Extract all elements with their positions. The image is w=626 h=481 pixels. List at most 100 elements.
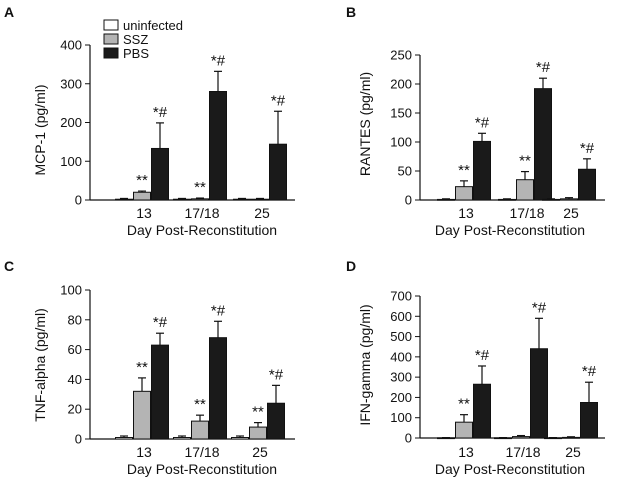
significance-mark: **: [136, 359, 148, 376]
legend-swatch-pbs: [103, 47, 119, 59]
panel-letter-c: C: [4, 258, 14, 274]
significance-mark: *#: [475, 347, 490, 364]
bar-pbs-2: [209, 91, 227, 201]
bar-pbs-1: [473, 383, 491, 439]
bar-ssz-1: [455, 421, 473, 439]
bar-pbs-1: [151, 344, 169, 440]
bar-ssz-3: [251, 198, 269, 201]
y-tick-label: 200: [60, 115, 82, 130]
legend: uninfected SSZ PBS: [103, 18, 183, 61]
y-tick-label: 100: [60, 283, 82, 298]
bar-ssz-3: [249, 426, 267, 440]
legend-swatch-uninfected: [103, 19, 119, 31]
bar-ssz-3: [560, 198, 578, 201]
bar-uninfected-3: [542, 198, 560, 201]
y-tick-label: 400: [390, 349, 412, 364]
x-tick-label: 25: [254, 205, 270, 221]
panel-letter-b: B: [346, 4, 356, 20]
ylabel: MCP-1 (pg/ml): [32, 84, 48, 175]
ylabel: IFN-gamma (pg/ml): [357, 304, 373, 425]
x-tick-label: 25: [565, 444, 581, 460]
y-tick-label: 50: [398, 164, 412, 179]
significance-mark: **: [519, 153, 531, 170]
x-tick-label: 13: [458, 205, 474, 221]
bar-uninfected-3: [233, 198, 251, 201]
y-tick-label: 0: [75, 193, 82, 208]
significance-mark: **: [458, 396, 470, 413]
x-tick-label: 25: [252, 444, 268, 460]
significance-mark: *#: [269, 366, 284, 383]
y-tick-label: 0: [405, 193, 412, 208]
y-tick-label: 300: [60, 76, 82, 91]
significance-mark: **: [194, 179, 206, 196]
y-tick-label: 0: [75, 432, 82, 447]
y-tick-label: 100: [390, 135, 412, 150]
significance-mark: *#: [475, 114, 490, 131]
y-tick-label: 100: [60, 154, 82, 169]
bar-uninfected-1: [115, 437, 133, 440]
bar-pbs-3: [578, 168, 596, 201]
significance-mark: **: [458, 162, 470, 179]
bar-ssz-2: [191, 420, 209, 440]
significance-mark: **: [194, 396, 206, 413]
bar-ssz-2: [516, 179, 534, 201]
y-tick-label: 200: [390, 390, 412, 405]
ylabel: TNF-alpha (pg/ml): [32, 308, 48, 422]
y-tick-label: 250: [390, 48, 412, 63]
bar-pbs-3: [267, 402, 285, 440]
bar-pbs-2: [209, 337, 227, 440]
chart-panel-a: MCP-1 (pg/ml) Day Post-Reconstitution 0 1…: [32, 38, 295, 238]
bar-uninfected-2: [173, 437, 191, 440]
significance-mark: **: [136, 172, 148, 189]
bar-pbs-2: [534, 88, 552, 201]
y-tick-label: 300: [390, 370, 412, 385]
y-tick-label: 600: [390, 309, 412, 324]
y-tick-label: 60: [68, 342, 82, 357]
y-tick-label: 20: [68, 402, 82, 417]
y-tick-label: 200: [390, 77, 412, 92]
x-tick-label: 25: [563, 205, 579, 221]
bar-ssz-1: [455, 186, 473, 201]
bar-pbs-3: [269, 143, 287, 201]
panel-letter-d: D: [346, 258, 356, 274]
chart-panel-b: RANTES (pg/ml) Day Post-Reconstitution 0…: [357, 48, 605, 238]
bar-uninfected-1: [115, 198, 133, 201]
bar-uninfected-2: [173, 198, 191, 201]
x-tick-label: 13: [136, 444, 152, 460]
y-tick-label: 80: [68, 312, 82, 327]
significance-mark: *#: [153, 314, 168, 331]
significance-mark: *#: [582, 363, 597, 380]
y-tick-label: 700: [390, 289, 412, 304]
bar-ssz-3: [562, 436, 580, 439]
significance-mark: *#: [211, 302, 226, 319]
bar-pbs-1: [151, 147, 169, 201]
legend-label-pbs: PBS: [123, 46, 149, 61]
y-tick-label: 150: [390, 106, 412, 121]
bar-pbs-3: [580, 402, 598, 439]
ylabel: RANTES (pg/ml): [357, 72, 373, 176]
xlabel: Day Post-Reconstitution: [127, 461, 277, 477]
xlabel: Day Post-Reconstitution: [127, 222, 277, 238]
bar-ssz-2: [512, 436, 530, 439]
bar-uninfected-3: [231, 437, 249, 440]
x-tick-label: 13: [136, 205, 152, 221]
y-tick-label: 400: [60, 38, 82, 53]
x-tick-label: 17/18: [505, 444, 540, 460]
y-tick-label: 500: [390, 329, 412, 344]
y-tick-label: 100: [390, 410, 412, 425]
x-tick-label: 17/18: [184, 444, 219, 460]
x-tick-label: 13: [458, 444, 474, 460]
chart-panel-c: TNF-alpha (pg/ml) Day Post-Reconstitutio…: [32, 283, 295, 477]
x-tick-label: 17/18: [509, 205, 544, 221]
bar-uninfected-2: [498, 198, 516, 201]
x-tick-label: 17/18: [184, 205, 219, 221]
legend-label-uninfected: uninfected: [123, 18, 183, 33]
significance-mark: *#: [211, 52, 226, 69]
legend-swatch-ssz: [103, 33, 119, 45]
significance-mark: *#: [271, 92, 286, 109]
y-tick-label: 0: [405, 431, 412, 446]
bar-uninfected-1: [437, 198, 455, 201]
significance-mark: *#: [532, 299, 547, 316]
bar-ssz-2: [191, 198, 209, 201]
